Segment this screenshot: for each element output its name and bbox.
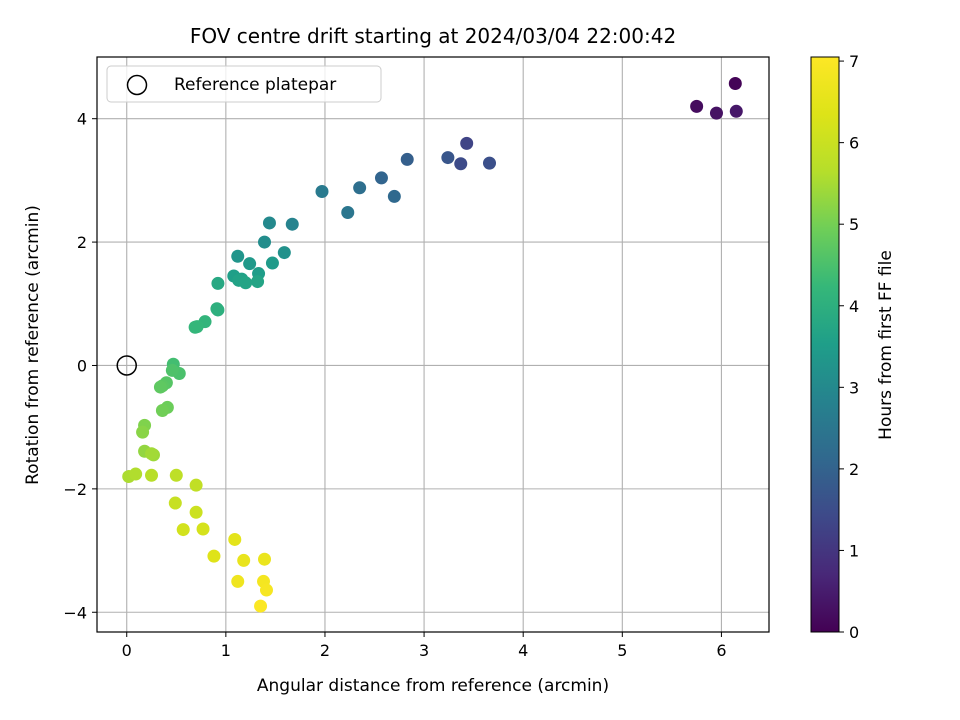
data-point [190, 320, 204, 334]
colorbar-gradient [811, 57, 839, 632]
colorbar-tick-label: 1 [849, 541, 859, 560]
data-point [374, 171, 388, 185]
data-point [153, 380, 167, 394]
data-point [460, 136, 474, 150]
y-tick-label: −2 [63, 480, 87, 499]
data-point [277, 246, 291, 260]
data-point [168, 496, 182, 510]
x-tick-label: 4 [518, 641, 528, 660]
data-point [243, 257, 257, 271]
data-point [690, 99, 704, 113]
x-tick-label: 0 [122, 641, 132, 660]
data-point [254, 599, 268, 613]
y-tick-label: −4 [63, 603, 87, 622]
data-point [258, 552, 272, 566]
data-point [315, 184, 329, 198]
colorbar-tick-label: 6 [849, 134, 859, 153]
data-point [251, 275, 265, 289]
data-point [400, 152, 414, 166]
data-point [729, 104, 743, 118]
x-tick-label: 5 [617, 641, 627, 660]
data-point [145, 468, 159, 482]
data-point [155, 404, 169, 418]
colorbar: 0 1 2 3 4 5 6 7 Hours from first FF file [810, 52, 896, 642]
legend-box [106, 65, 382, 103]
x-axis-ticks: 0 1 2 3 4 5 6 [122, 632, 727, 660]
data-point [196, 522, 210, 536]
x-axis-label: Angular distance from reference (arcmin) [257, 676, 609, 696]
data-point [169, 468, 183, 482]
grid [97, 57, 769, 632]
scatter-points [122, 77, 743, 613]
data-point [239, 276, 253, 290]
data-point [454, 157, 468, 171]
colorbar-tick-label: 3 [849, 378, 859, 397]
y-tick-label: 4 [77, 110, 87, 129]
data-point [165, 363, 179, 377]
data-point [265, 256, 279, 270]
legend: Reference platepar [106, 65, 382, 103]
data-point [129, 467, 143, 481]
data-point [136, 425, 150, 439]
data-point [285, 217, 299, 231]
data-point [231, 249, 245, 263]
data-point [441, 151, 455, 165]
data-point [258, 235, 272, 249]
colorbar-frame [810, 56, 840, 633]
colorbar-ticks: 0 1 2 3 4 5 6 7 [839, 52, 859, 642]
x-tick-label: 6 [716, 641, 726, 660]
data-point [341, 205, 355, 219]
data-point [387, 189, 401, 203]
legend-label: Reference platepar [174, 75, 336, 95]
y-tick-label: 0 [77, 356, 87, 375]
y-axis-ticks: −4 −2 0 2 4 [63, 110, 97, 622]
x-tick-label: 3 [419, 641, 429, 660]
data-point [728, 77, 742, 91]
data-point [237, 553, 251, 567]
reference-platepar-marker [116, 355, 137, 376]
colorbar-label: Hours from first FF file [876, 250, 896, 440]
data-point [210, 302, 224, 316]
data-point [189, 478, 203, 492]
colorbar-tick-label: 4 [849, 297, 859, 316]
colorbar-tick-label: 5 [849, 215, 859, 234]
x-tick-label: 1 [221, 641, 231, 660]
y-tick-label: 2 [77, 233, 87, 252]
data-point [259, 583, 273, 597]
data-point [176, 523, 190, 537]
plot-frame [96, 56, 770, 633]
data-point [207, 549, 221, 563]
legend-marker-icon [126, 74, 148, 96]
chart-title: FOV centre drift starting at 2024/03/04 … [190, 24, 676, 48]
data-point [228, 532, 242, 546]
colorbar-tick-label: 2 [849, 460, 859, 479]
y-axis-label: Rotation from reference (arcmin) [23, 205, 43, 485]
x-tick-label: 2 [320, 641, 330, 660]
data-point [145, 447, 159, 461]
colorbar-tick-label: 0 [849, 623, 859, 642]
data-point [709, 106, 723, 120]
data-point [231, 574, 245, 588]
data-point [482, 156, 496, 170]
data-point [353, 181, 367, 195]
data-point [189, 505, 203, 519]
data-point [211, 276, 225, 290]
data-point [262, 216, 276, 230]
colorbar-tick-label: 7 [849, 52, 859, 71]
